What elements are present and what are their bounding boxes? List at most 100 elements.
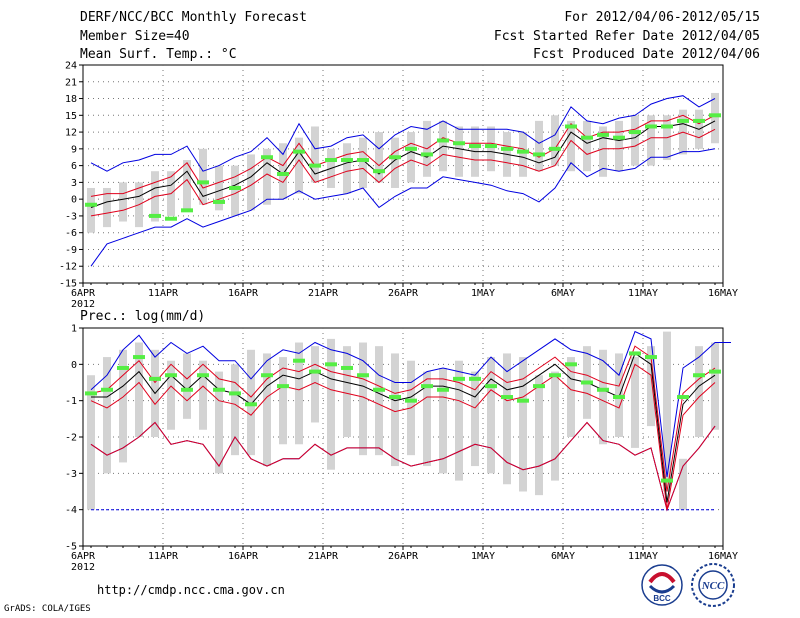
p0-min-line [90,148,716,267]
p1-observed-marker [485,384,497,389]
p0-x-tick-label: 26APR [388,288,419,299]
p0-observed-marker [629,130,641,135]
p1-observed-marker [245,402,257,407]
p1-observed-marker [549,373,561,378]
p1-y-tick-label: 1 [71,324,77,335]
p1-observed-marker [645,355,657,360]
p0-observed-marker [389,155,401,160]
chart-title: DERF/NCC/BCC Monthly Forecast [80,10,307,25]
p1-ensemble-box [487,357,495,474]
p0-observed-marker [453,141,465,146]
p1-ensemble-box [455,360,463,481]
p0-ensemble-box [647,115,655,166]
p1-observed-marker [101,387,113,392]
p0-max-line [90,95,716,172]
p0-ensemble-box [183,160,191,211]
p1-ensemble-box [103,357,111,474]
p0-upper-percentile-line [90,114,716,197]
p0-observed-marker [421,152,433,157]
p1-ensemble-box [295,342,303,445]
p0-ensemble-box [551,115,559,166]
p1-observed-marker [373,387,385,392]
p1-ensemble-box [311,346,319,423]
p1-ensemble-box [711,342,719,430]
p0-ensemble-box [231,165,239,216]
p1-ensemble-box [359,342,367,456]
p0-ensemble-box [199,148,207,205]
p0-observed-marker [677,118,689,123]
p1-ensemble-box [391,353,399,467]
p1-observed-marker [405,398,417,403]
p1-observed-marker [261,373,273,378]
p1-observed-marker [293,358,305,363]
p0-observed-marker [277,172,289,176]
p0-observed-marker [517,149,529,154]
p0-ensemble-box [455,126,463,177]
p1-observed-marker [325,362,337,367]
p0-y-tick-label: 15 [65,111,77,122]
p0-observed-marker [597,132,609,137]
p0-observed-marker [149,213,161,218]
p0-ensemble-box [247,154,255,211]
p1-x-tick-label: 1MAY [471,551,495,562]
p0-observed-marker [357,158,369,163]
p1-y-tick-label: -4 [65,505,77,516]
p1-observed-marker [309,369,321,374]
p1-ensemble-box [343,346,351,437]
p1-ensemble-box [551,371,559,481]
p0-ensemble-box [391,137,399,188]
p1-ensemble-box [279,357,287,445]
p0-y-tick-label: 21 [65,77,77,88]
p1-min-line [90,421,716,512]
p0-observed-marker [437,138,449,143]
p1-x-tick-label: 16APR [228,551,259,562]
p0-y-tick-label: -6 [65,228,77,239]
p0-ensemble-box [407,132,415,183]
p1-lower-percentile-line [90,363,716,510]
p0-observed-marker [485,144,497,149]
p0-y-tick-label: 24 [65,61,77,72]
p0-ensemble-box [343,143,351,194]
p1-x-tick-label: 6MAY [551,551,575,562]
p0-y-tick-label: 3 [71,178,77,189]
p0-x-tick-label: 6MAY [551,288,575,299]
p1-observed-marker [469,376,481,381]
p0-x-tick-label: 11MAY [628,288,658,299]
p0-observed-marker [693,118,705,123]
p1-observed-marker [597,387,609,392]
p1-observed-marker [149,376,161,381]
p1-ensemble-box [375,346,383,456]
p0-observed-marker [293,149,305,154]
p1-observed-marker [437,387,449,392]
p1-x-tick-label: 26APR [388,551,419,562]
p1-observed-marker [693,373,705,378]
p0-ensemble-box [311,126,319,183]
p0-ensemble-box [615,120,623,172]
p0-observed-marker [309,163,321,168]
p0-observed-marker [549,146,561,151]
p1-observed-marker [533,384,545,389]
p0-observed-marker [501,146,513,151]
p1-observed-marker [165,373,177,378]
source-url[interactable]: http://cmdp.ncc.cma.gov.cn [97,583,285,597]
p1-ensemble-box [503,353,511,485]
p0-observed-marker [469,144,481,149]
p1-ensemble-box [663,331,671,492]
p1-ensemble-box [183,353,191,419]
p0-observed-marker [229,185,241,190]
p0-y-tick-label: 0 [71,195,77,206]
p1-ensemble-box [327,338,335,470]
p0-observed-marker [181,208,193,213]
p0-ensemble-box [487,126,495,172]
p0-x-tick-label: 1MAY [471,288,495,299]
p1-ensemble-mean-line [91,352,716,503]
p1-x-tick-label: 16MAY [708,551,738,562]
p0-ensemble-box [583,120,591,172]
p0-y-tick-label: -9 [65,245,77,256]
p1-observed-marker [421,384,433,389]
p0-observed-marker [197,180,209,185]
p1-ensemble-box [535,375,543,496]
p1-observed-marker [341,365,353,370]
p0-ensemble-box [535,120,543,172]
